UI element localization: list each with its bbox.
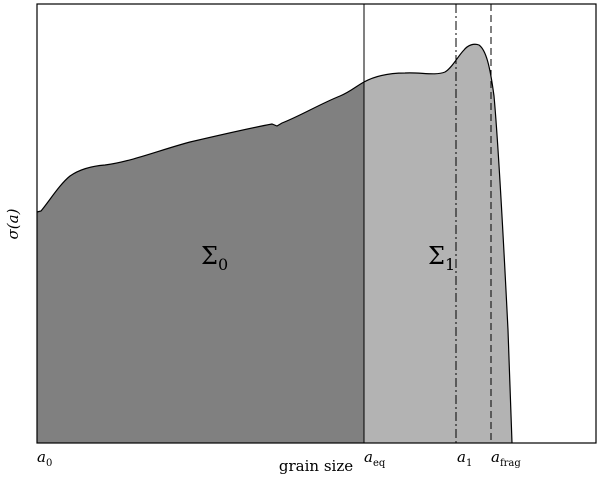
- a-frag-tick-label: afrag: [491, 448, 521, 469]
- a-eq-tick-label: aeq: [364, 448, 386, 469]
- distribution-curve: [36, 43, 513, 444]
- a1-tick-label: a1: [457, 448, 472, 469]
- sigma0-region: [37, 82, 364, 443]
- x-axis-label: grain size: [279, 457, 353, 475]
- a0-tick-label: a0: [37, 448, 52, 469]
- sigma0-label: Σ0: [201, 242, 228, 274]
- y-axis-label: σ(a): [4, 208, 22, 239]
- plot-frame: [36, 3, 597, 444]
- sigma1-label: Σ1: [428, 242, 455, 274]
- sigma1-region: [364, 44, 512, 444]
